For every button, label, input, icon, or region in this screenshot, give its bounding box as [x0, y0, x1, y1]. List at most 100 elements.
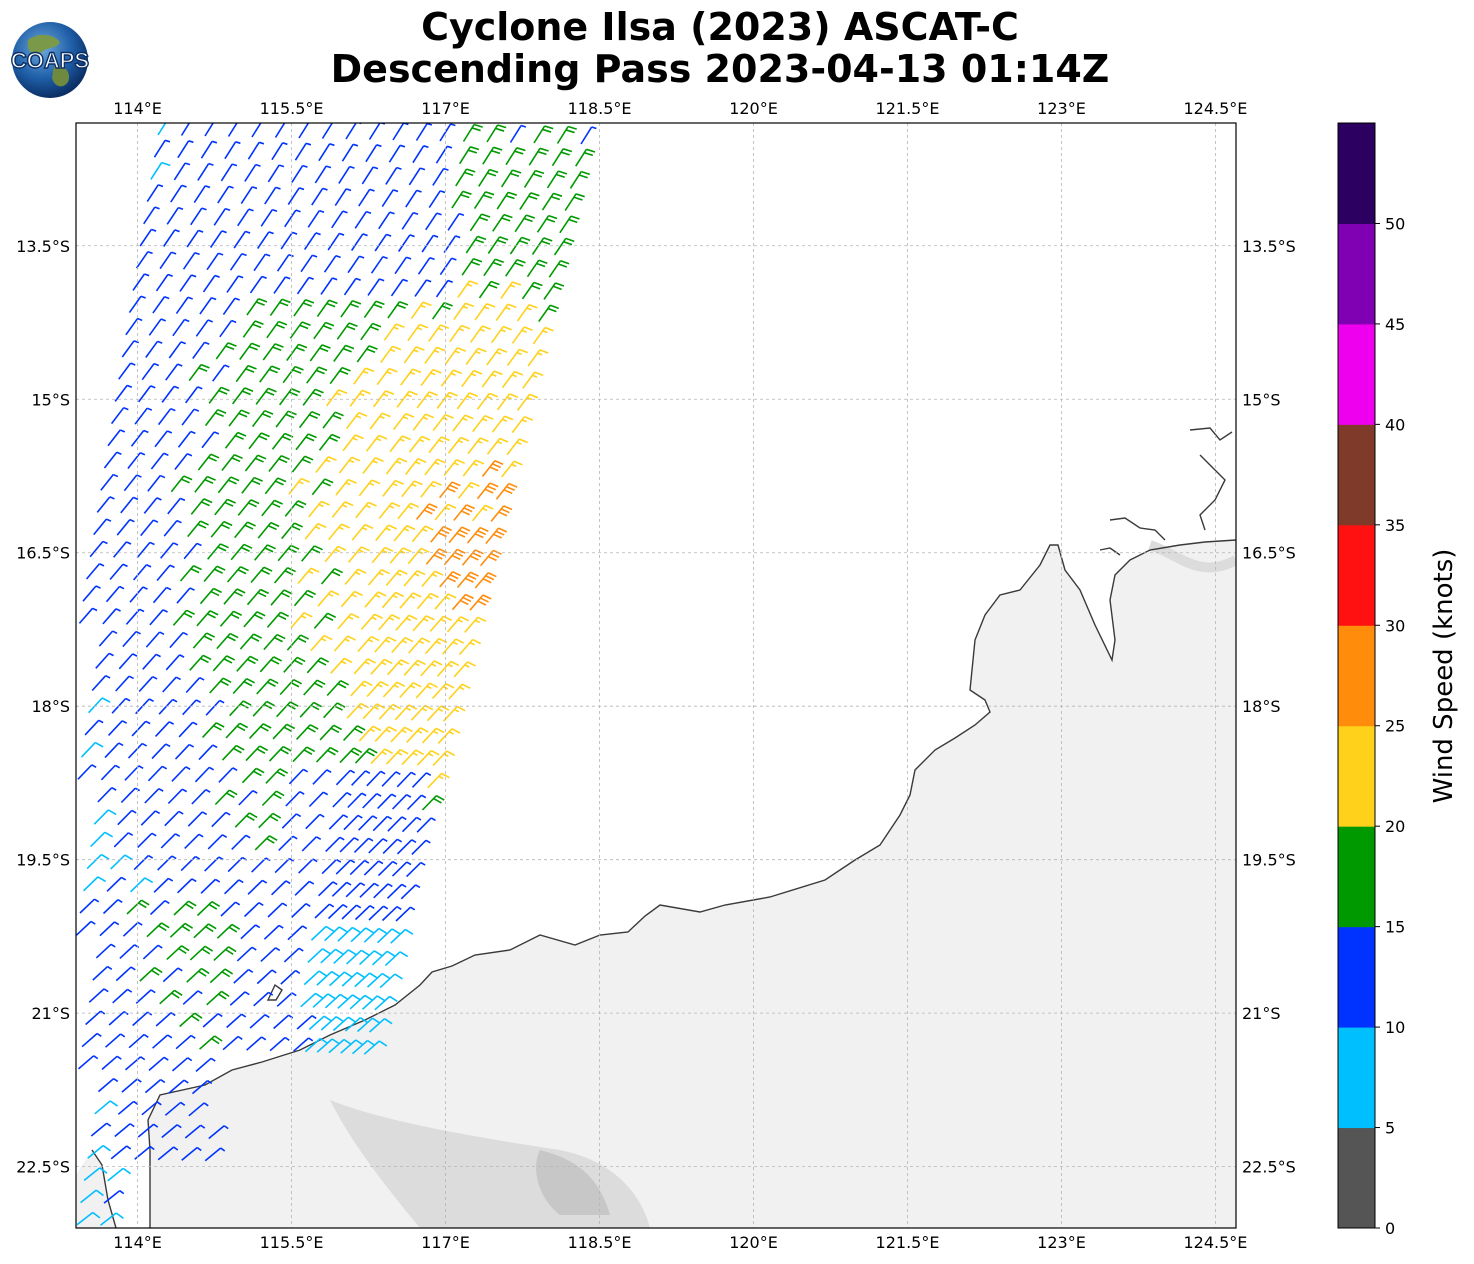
barb-feather	[247, 658, 256, 665]
barb-feather	[224, 364, 230, 368]
wind-barb	[179, 274, 197, 292]
barb-staff	[185, 677, 201, 694]
barb-feather	[351, 926, 361, 933]
barb-feather	[251, 186, 258, 190]
wind-barb	[240, 186, 258, 205]
barb-feather	[434, 349, 440, 354]
wind-barb	[140, 519, 159, 537]
wind-barb	[169, 631, 188, 649]
wind-barb	[368, 838, 388, 854]
barb-staff	[191, 789, 207, 805]
barb-staff	[314, 165, 327, 184]
wind-barb	[267, 902, 288, 918]
barb-feather	[246, 677, 256, 684]
barb-staff	[164, 1101, 182, 1116]
wind-barb	[244, 454, 267, 472]
barb-staff	[82, 585, 97, 602]
barb-feather	[377, 591, 387, 597]
barb-feather	[492, 261, 502, 267]
barb-feather	[177, 967, 183, 972]
barb-feather	[203, 635, 213, 641]
barb-staff	[321, 123, 334, 139]
barb-staff	[362, 793, 378, 809]
barb-feather	[544, 125, 554, 130]
barb-feather	[352, 300, 362, 305]
wind-barb	[102, 898, 123, 915]
wind-barb	[183, 542, 202, 560]
barb-staff	[145, 340, 159, 358]
barb-feather	[106, 518, 112, 522]
barb-staff	[171, 1057, 189, 1072]
barb-feather	[461, 526, 471, 532]
barb-feather	[381, 661, 387, 666]
barb-staff	[144, 1079, 162, 1094]
barb-feather	[207, 456, 217, 462]
barb-staff	[81, 1032, 98, 1048]
barb-staff	[363, 927, 380, 943]
barb-feather	[115, 608, 121, 612]
barb-feather	[542, 128, 552, 133]
barb-staff	[425, 212, 438, 231]
barb-feather	[339, 836, 345, 841]
barb-feather	[212, 744, 218, 749]
wind-barb	[343, 277, 361, 296]
barb-feather	[344, 638, 350, 643]
barb-feather	[217, 546, 227, 552]
barb-feather	[233, 454, 243, 460]
wind-barb	[546, 170, 568, 189]
barb-feather	[301, 321, 311, 326]
barb-staff	[351, 770, 367, 786]
wind-barb	[338, 456, 361, 474]
wind-barb	[122, 630, 141, 648]
wind-barb	[197, 162, 214, 181]
wind-barb	[180, 123, 191, 136]
barb-feather	[143, 429, 149, 434]
wind-barb	[192, 632, 215, 649]
colorbar-tick-label: 15	[1385, 918, 1405, 937]
barb-feather	[371, 616, 377, 621]
barb-feather	[292, 231, 298, 235]
barb-feather	[484, 488, 494, 494]
barb-feather	[541, 240, 551, 245]
barb-feather	[337, 545, 347, 551]
barb-feather	[112, 630, 118, 635]
wind-barb	[90, 831, 114, 847]
barb-feather	[411, 483, 417, 487]
barb-feather	[410, 595, 416, 599]
wind-barb	[486, 348, 508, 366]
barb-staff	[377, 793, 393, 810]
wind-barb	[301, 545, 323, 562]
barb-feather	[327, 456, 337, 462]
barb-feather	[224, 501, 234, 507]
barb-feather	[457, 439, 464, 444]
barb-feather	[432, 368, 442, 374]
barb-feather	[281, 298, 291, 304]
barb-feather	[433, 554, 443, 560]
barb-staff	[363, 860, 380, 876]
wind-barb	[304, 522, 327, 540]
barb-feather	[354, 590, 363, 597]
wind-barb	[338, 165, 355, 184]
barb-feather	[278, 458, 288, 464]
barb-feather	[388, 524, 397, 530]
barb-staff	[130, 429, 145, 447]
colorbar-bin	[1338, 926, 1375, 1028]
barb-feather	[336, 702, 346, 708]
wind-barb	[509, 124, 527, 143]
barb-feather	[225, 948, 234, 955]
wind-barb	[365, 434, 388, 452]
barb-staff	[251, 123, 262, 138]
barb-staff	[140, 810, 156, 826]
wind-barb	[194, 766, 215, 783]
barb-feather	[261, 1036, 267, 1041]
barb-staff	[378, 211, 391, 230]
wind-barb	[134, 407, 153, 425]
barb-feather	[284, 1036, 290, 1041]
barb-feather	[380, 680, 389, 687]
barb-feather	[458, 529, 468, 535]
wind-barb	[246, 588, 269, 606]
barb-feather	[354, 727, 363, 734]
barb-feather	[331, 433, 341, 439]
barb-feather	[129, 1123, 135, 1128]
barb-feather	[399, 438, 405, 442]
